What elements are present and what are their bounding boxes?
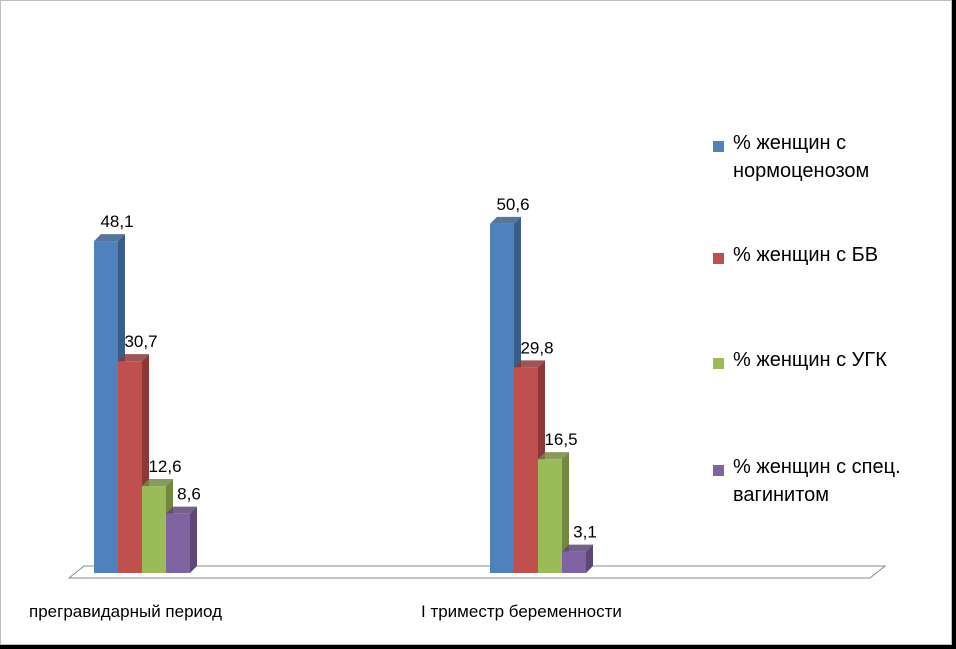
legend-swatch-ugk bbox=[713, 358, 724, 369]
bar-1-0 bbox=[490, 223, 514, 574]
bar-top-0-1 bbox=[118, 354, 149, 362]
bar-side-0-3 bbox=[190, 506, 197, 573]
bar-1-2 bbox=[538, 459, 562, 573]
bar-0-2 bbox=[142, 486, 166, 573]
bar-top-1-2 bbox=[538, 452, 569, 460]
legend-swatch-normocenosis bbox=[713, 141, 724, 152]
legend-label-bv: % женщин с БВ bbox=[733, 244, 879, 266]
legend-label-normocenosis: % женщин с нормоценозом bbox=[733, 132, 870, 182]
legend-swatch-bv bbox=[713, 253, 724, 264]
bar-top-0-0 bbox=[94, 234, 125, 242]
legend-label-ugk: % женщин с УГК bbox=[733, 349, 887, 371]
data-label-0-2: 12,6 bbox=[148, 457, 181, 476]
data-label-0-0: 48,1 bbox=[100, 212, 133, 231]
data-label-0-1: 30,7 bbox=[124, 332, 157, 351]
legend-label-vaginitis: % женщин с спец. вагинитом bbox=[733, 456, 901, 506]
data-label-1-1: 29,8 bbox=[520, 338, 553, 357]
bar-0-1 bbox=[118, 361, 142, 573]
data-label-1-2: 16,5 bbox=[544, 430, 577, 449]
bar-1-1 bbox=[514, 367, 538, 573]
bar-top-1-0 bbox=[490, 216, 521, 224]
bar-side-1-3 bbox=[586, 544, 593, 573]
data-label-1-3: 3,1 bbox=[573, 523, 597, 542]
bar-top-1-3 bbox=[562, 544, 593, 552]
bar-top-1-1 bbox=[514, 360, 545, 368]
category-label-1: I триместр беременности bbox=[421, 602, 622, 621]
chart-floor bbox=[67, 565, 887, 579]
data-label-1-0: 50,6 bbox=[496, 195, 529, 214]
bar-side-1-2 bbox=[562, 452, 569, 573]
category-label-0: прегравидарный период bbox=[29, 602, 223, 621]
bar-1-3 bbox=[562, 551, 586, 573]
legend-swatch-vaginitis bbox=[713, 465, 724, 476]
bar-top-0-2 bbox=[142, 479, 173, 487]
data-label-0-3: 8,6 bbox=[177, 485, 201, 504]
bar-0-3 bbox=[166, 513, 190, 573]
bar-0-0 bbox=[94, 241, 118, 574]
bar-top-0-3 bbox=[166, 506, 197, 514]
